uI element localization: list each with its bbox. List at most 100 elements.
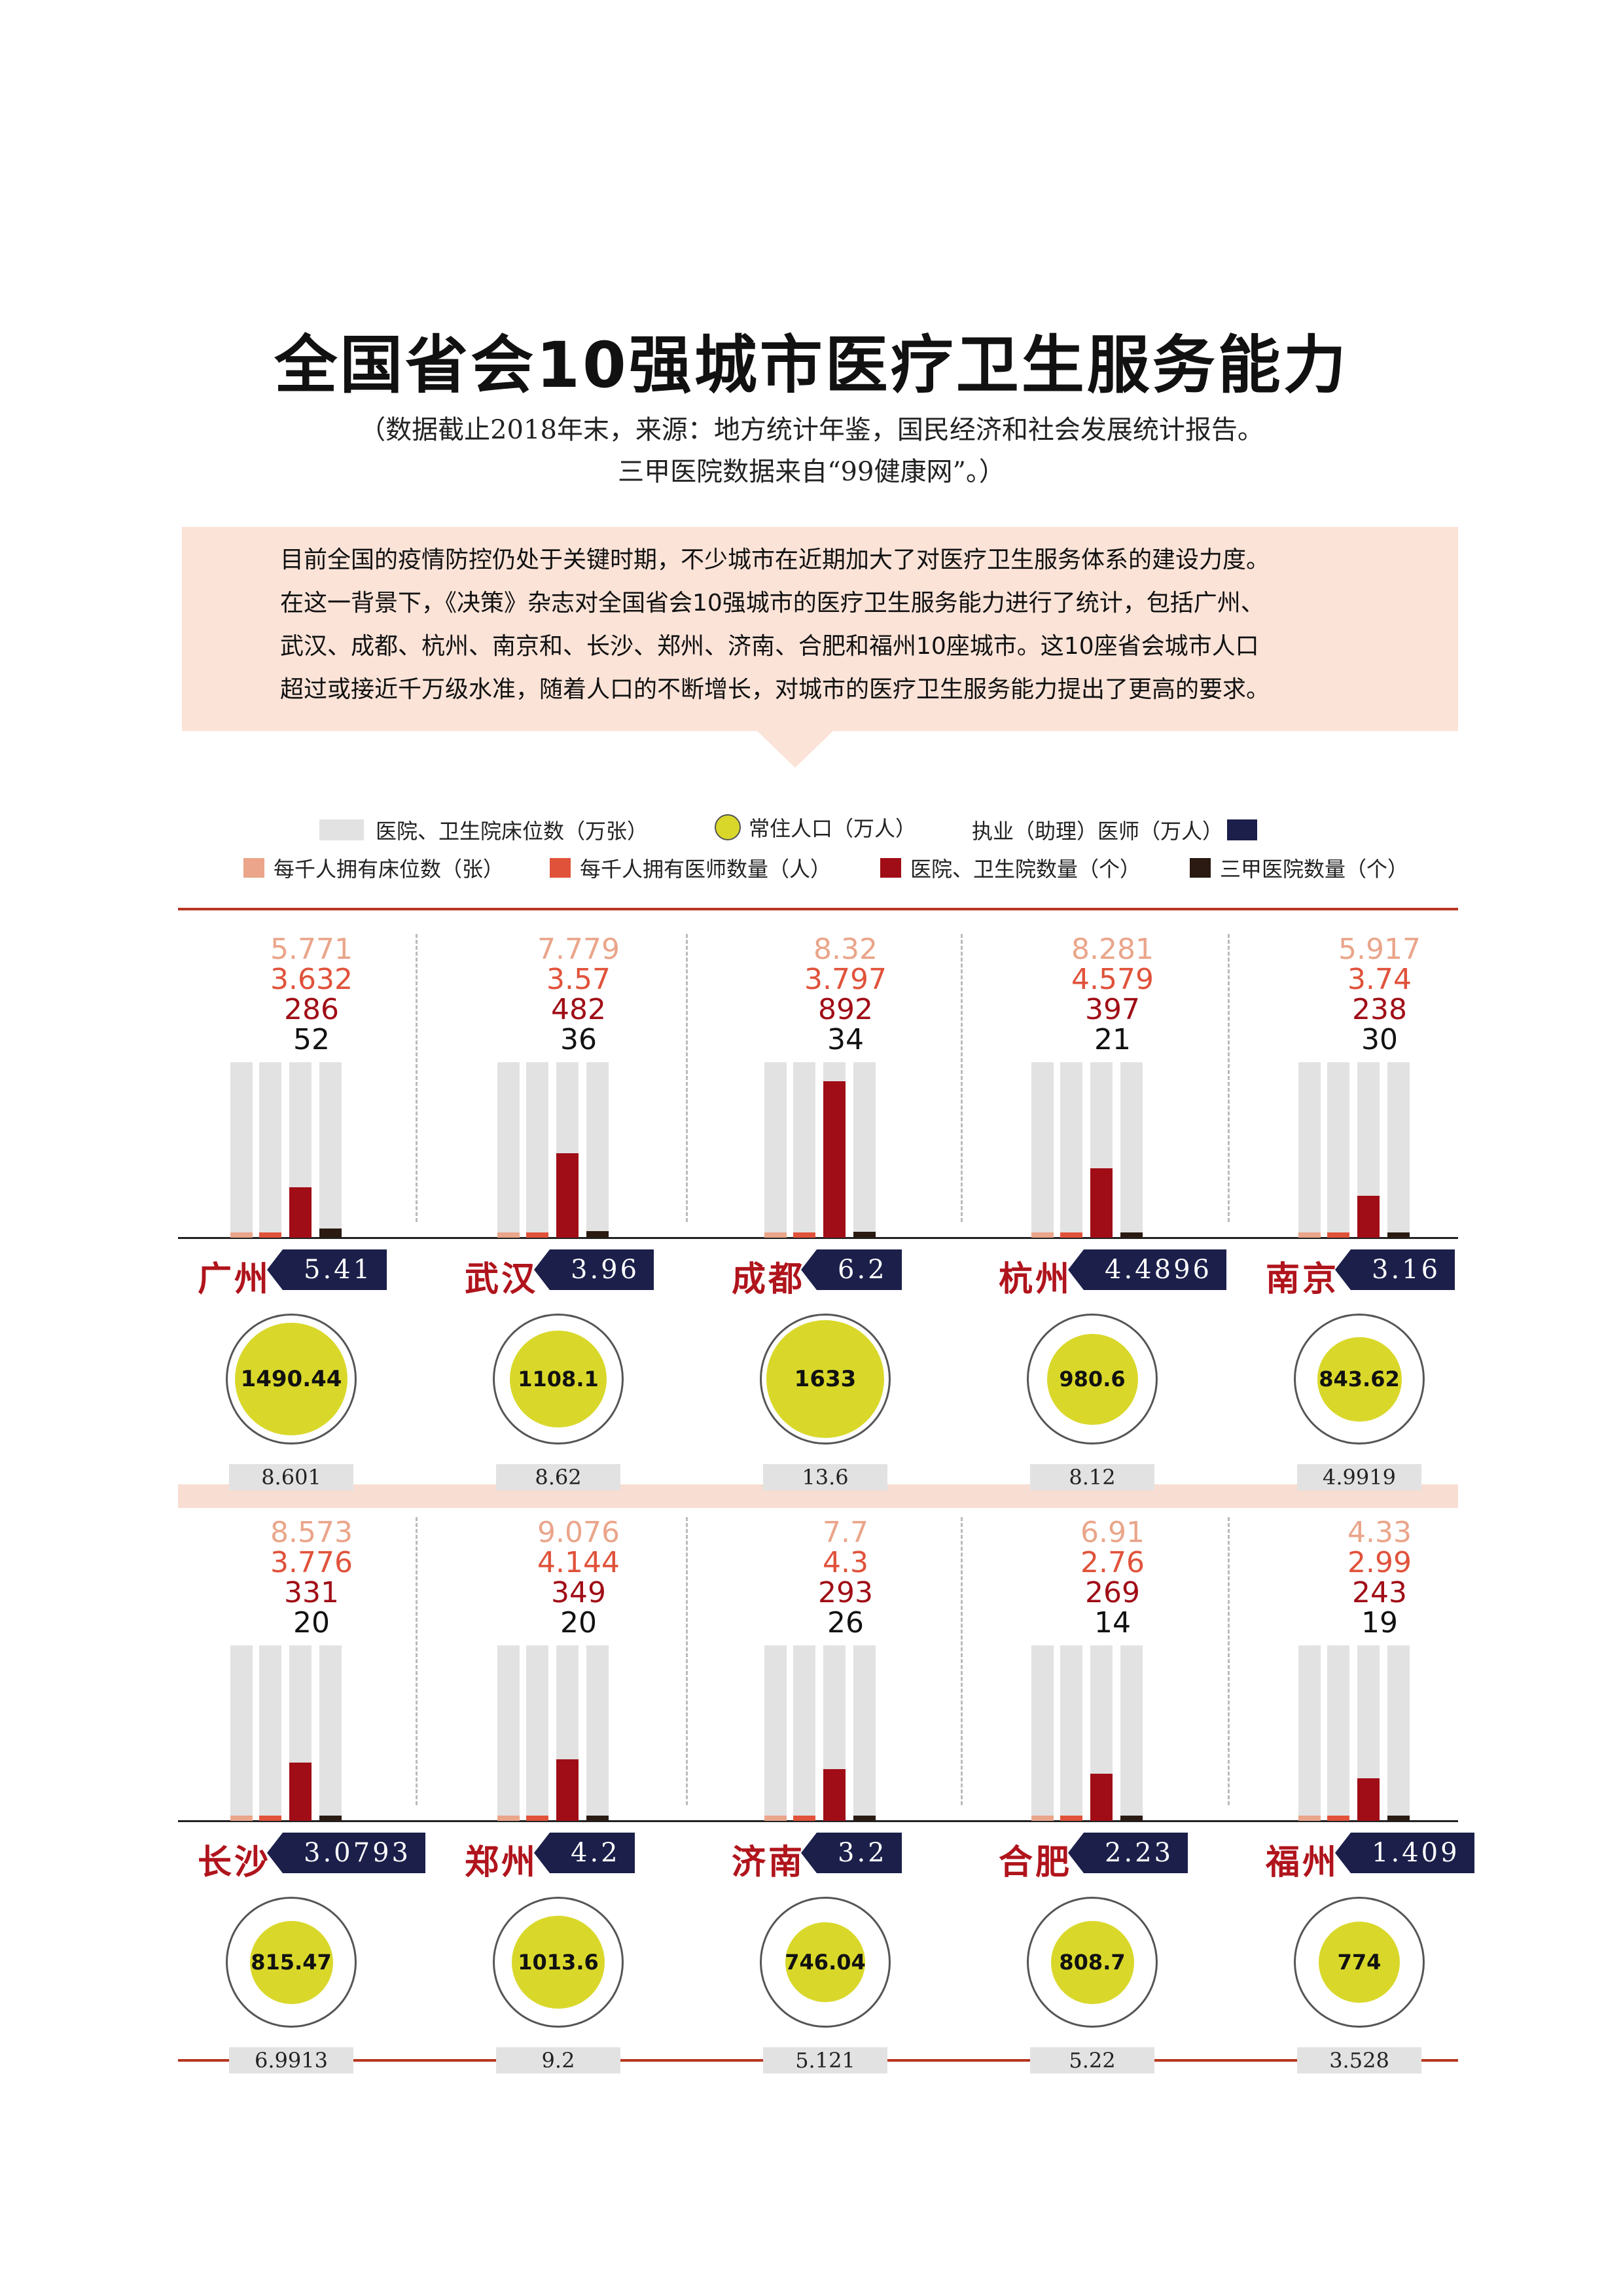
beds-label: 4.9919 [1297, 1464, 1421, 1490]
bar-doctors-per-1000 [1060, 1816, 1082, 1821]
bar-hospitals [1357, 1778, 1380, 1821]
bar-beds-per-1000 [1031, 1816, 1054, 1821]
bar-track [1387, 1645, 1410, 1821]
beds-per-1000-label: 5.771 [270, 933, 353, 966]
bar-track [853, 1062, 876, 1238]
beds-label: 3.528 [1297, 2047, 1421, 2073]
bar-track [497, 1645, 520, 1821]
beds-per-1000-label: 8.32 [813, 933, 878, 966]
city-name: 广州 [198, 1260, 272, 1299]
city-name: 福州 [1266, 1843, 1340, 1882]
legend-population: 常住人口（万人） [715, 812, 916, 842]
hospitals-label: 269 [1085, 1576, 1140, 1609]
doctors-tag: 3.2 [801, 1833, 902, 1873]
population-circle: 1013.6 [512, 1916, 605, 2009]
column-separator [416, 934, 418, 1222]
bar-tier3 [1387, 1816, 1410, 1821]
doctors-tag: 5.41 [266, 1249, 387, 1290]
bar-doctors-per-1000 [793, 1816, 815, 1821]
tier3-label: 20 [560, 1606, 597, 1640]
legend-beds-swatch [319, 819, 364, 840]
bar-track [230, 1062, 253, 1238]
column-separator [1228, 934, 1230, 1222]
population-ring [493, 1314, 624, 1444]
city-cell: 4.33 2.99 243 19 福州 1.409 774 3.528 [1246, 1517, 1513, 2093]
beds-per-1000-label: 6.91 [1080, 1516, 1145, 1549]
bar-track [1298, 1645, 1321, 1821]
bar-track [586, 1645, 609, 1821]
bar-beds-per-1000 [1031, 1232, 1054, 1238]
city-name: 郑州 [465, 1843, 539, 1882]
hospitals-label: 331 [284, 1576, 339, 1609]
bar-tier3 [1120, 1232, 1143, 1238]
city-cell: 7.779 3.57 482 36 武汉 3.96 1108.1 8.62 [445, 934, 712, 1510]
tier3-label: 52 [293, 1023, 330, 1056]
bar-hospitals [823, 1081, 846, 1238]
population-ring [1027, 1314, 1158, 1444]
bar-track [1031, 1645, 1054, 1821]
bar-track [526, 1645, 548, 1821]
bar-track [1120, 1062, 1143, 1238]
bar-track [764, 1645, 787, 1821]
legend-doctors-swatch [1227, 819, 1258, 840]
bar-doctors-per-1000 [793, 1232, 815, 1238]
bar-beds-per-1000 [764, 1232, 787, 1238]
city-cell: 8.573 3.776 331 20 长沙 3.0793 815.47 6.9913 [178, 1517, 445, 2093]
tier3-label: 34 [827, 1023, 864, 1056]
tier3-label: 26 [827, 1606, 864, 1640]
bar-doctors-per-1000 [259, 1232, 281, 1238]
bar-track [1060, 1645, 1082, 1821]
population-circle: 815.47 [249, 1920, 333, 2004]
population-circle: 808.7 [1050, 1920, 1134, 2004]
hospitals-label: 243 [1352, 1576, 1407, 1609]
doctors-per-1000-label: 3.797 [804, 963, 887, 996]
doctors-per-1000-label: 4.579 [1071, 963, 1154, 996]
population-circle: 843.62 [1317, 1336, 1402, 1422]
legend-population-swatch [715, 814, 741, 840]
bar-track [526, 1062, 548, 1238]
population-ring [760, 1314, 891, 1444]
legend-doctors: 执业（助理）医师（万人） [972, 815, 1258, 845]
doctors-per-1000-label: 3.632 [270, 963, 353, 996]
intro-arrow [756, 730, 834, 768]
hospitals-label: 397 [1085, 993, 1140, 1026]
legend-beds: 医院、卫生院床位数（万张） [319, 815, 648, 845]
bar-track [793, 1645, 815, 1821]
bar-beds-per-1000 [764, 1816, 787, 1821]
beds-label: 5.22 [1030, 2047, 1154, 2073]
doctors-per-1000-label: 4.144 [537, 1546, 620, 1579]
bar-group [230, 1062, 342, 1238]
doctors-per-1000-label: 3.57 [546, 963, 611, 996]
row2-baseline [178, 1820, 1458, 1822]
doctors-per-1000-label: 3.776 [270, 1546, 353, 1579]
bar-group [764, 1645, 876, 1821]
bar-track [319, 1645, 342, 1821]
bar-beds-per-1000 [497, 1232, 520, 1238]
population-circle: 1633 [766, 1320, 884, 1438]
bar-hospitals [823, 1769, 846, 1821]
bar-doctors-per-1000 [526, 1816, 548, 1821]
legend-doctors-per-1000-swatch [550, 858, 571, 878]
bar-track [764, 1062, 787, 1238]
hospitals-label: 892 [818, 993, 873, 1026]
bar-group [497, 1645, 609, 1821]
bar-track [1060, 1062, 1082, 1238]
beds-label: 13.6 [763, 1464, 887, 1490]
intro-box: 目前全国的疫情防控仍处于关键时期，不少城市在近期加大了对医疗卫生服务体系的建设力… [182, 527, 1458, 731]
bar-track [497, 1062, 520, 1238]
bar-tier3 [1120, 1816, 1143, 1821]
hospitals-label: 238 [1352, 993, 1407, 1026]
tier3-label: 30 [1361, 1023, 1398, 1056]
bar-group [1031, 1645, 1143, 1821]
population-ring [1294, 1314, 1425, 1444]
population-ring [1027, 1897, 1158, 2028]
column-separator [416, 1517, 418, 1805]
bar-group [1298, 1062, 1410, 1238]
city-name: 成都 [732, 1260, 806, 1299]
top-rule [178, 908, 1458, 910]
bar-track [1327, 1645, 1349, 1821]
bar-doctors-per-1000 [259, 1816, 281, 1821]
tier3-label: 36 [560, 1023, 597, 1056]
tier3-label: 19 [1361, 1606, 1398, 1640]
bar-tier3 [853, 1816, 876, 1821]
